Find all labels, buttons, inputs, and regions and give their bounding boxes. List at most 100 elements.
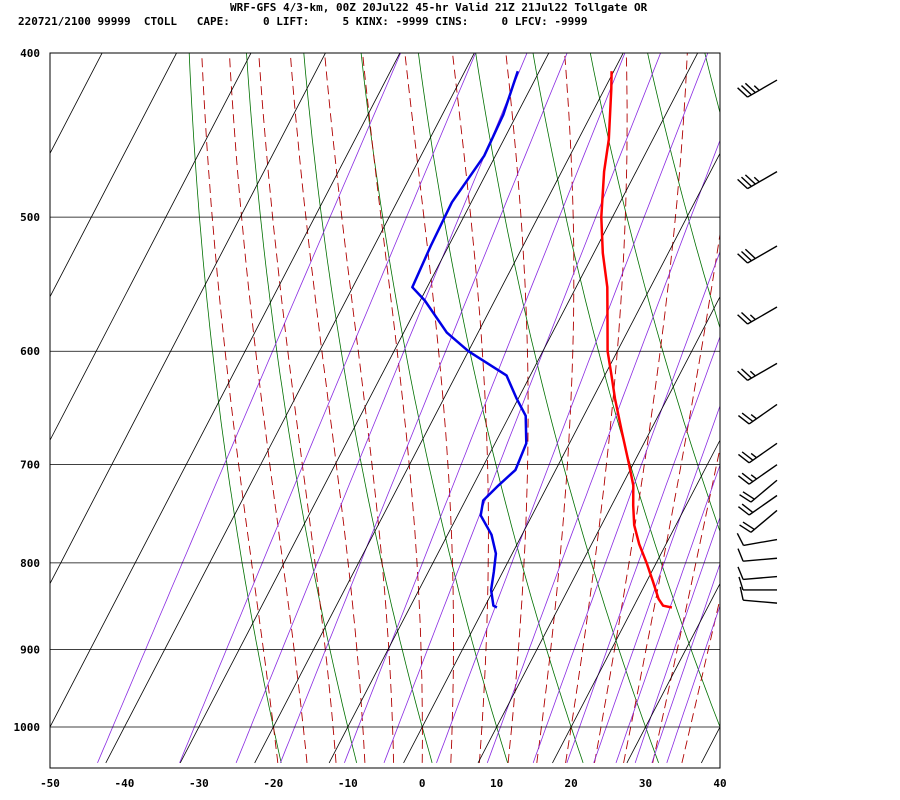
barb-feather <box>741 250 752 262</box>
pressure-tick-label: 400 <box>20 47 40 60</box>
isotherm-line <box>179 53 550 764</box>
barb-staff <box>747 245 778 264</box>
barb-feather <box>741 412 754 422</box>
temperature-tick-label: 0 <box>419 777 426 790</box>
barb-feather <box>741 85 752 96</box>
mixing-ratio-line <box>235 53 528 764</box>
pressure-tick-label: 700 <box>20 459 40 472</box>
barb-half-feather <box>749 370 756 377</box>
pressure-tick-label: 900 <box>20 643 40 656</box>
stats-line: 220721/2100 99999 CTOLL CAPE: 0 LIFT: 5 … <box>18 15 588 28</box>
pressure-tick-label: 600 <box>20 345 40 358</box>
wind-barbs <box>736 79 778 604</box>
moist-adiabat <box>652 446 720 763</box>
barb-half-feather <box>750 414 757 420</box>
background-lines <box>97 15 900 764</box>
temperature-trace <box>600 71 673 609</box>
dry-adiabat <box>704 53 720 115</box>
barb-half-feather <box>750 452 757 459</box>
mixing-ratio-line <box>486 139 720 764</box>
moist-adiabat <box>324 53 395 763</box>
barb-staff <box>750 509 778 533</box>
isotherm-line <box>50 53 401 728</box>
dry-adiabat <box>589 53 720 533</box>
dry-adiabat <box>647 53 720 330</box>
chart-title: WRF-GFS 4/3-km, 00Z 20Jul22 45-hr Valid … <box>230 1 648 14</box>
temperature-tick-label: -20 <box>263 777 283 790</box>
barb-feather <box>739 524 752 533</box>
barb-feather <box>741 312 752 323</box>
dry-adiabat <box>246 53 357 763</box>
temperature-tick-label: 40 <box>713 777 726 790</box>
mixing-ratio-line <box>179 53 477 764</box>
moist-adiabat <box>565 53 628 763</box>
barb-feather <box>744 248 756 260</box>
wind-barb <box>737 442 778 464</box>
barb-staff <box>748 403 778 425</box>
wind-barb <box>737 566 778 581</box>
wind-barb <box>737 306 778 325</box>
moist-adiabat <box>362 53 423 763</box>
isotherm-line <box>105 53 475 764</box>
dry-adiabat <box>532 53 720 729</box>
dry-adiabat <box>865 15 900 763</box>
temperature-tick-label: 20 <box>564 777 577 790</box>
dry-adiabat <box>417 53 584 764</box>
barb-feather <box>741 368 752 379</box>
isotherm-line <box>50 53 178 298</box>
moist-adiabat <box>681 597 720 764</box>
wind-barb <box>739 586 778 604</box>
pressure-tick-labels: 400 500 600 700 800 900 1000 <box>14 47 41 734</box>
barb-half-feather <box>750 474 757 480</box>
barb-half-feather <box>753 176 760 183</box>
pressure-tick-label: 1000 <box>14 721 41 734</box>
mixing-ratio-line <box>436 53 709 764</box>
temperature-tick-label: -40 <box>115 777 135 790</box>
wind-barb <box>738 576 777 591</box>
mixing-ratio-line <box>651 562 720 764</box>
barb-feather <box>736 532 745 546</box>
barb-staff <box>743 599 778 604</box>
barb-feather <box>737 415 750 425</box>
dry-adiabat <box>303 53 433 764</box>
temperature-tick-label: -10 <box>338 777 358 790</box>
plot-frame <box>49 52 721 769</box>
temperature-tick-labels: -50 -40 -30 -20 -10 0 10 20 30 40 <box>40 777 727 790</box>
temperature-tick-label: -30 <box>189 777 209 790</box>
isotherm-line <box>50 53 326 585</box>
moist-adiabat <box>201 53 279 763</box>
dewpoint-trace <box>411 70 528 609</box>
moist-adiabat <box>452 53 489 763</box>
isotherm-line <box>776 15 900 763</box>
dry-adiabat <box>475 53 659 764</box>
barb-feather <box>744 82 756 94</box>
mixing-ratio-line <box>634 516 720 764</box>
wind-barb <box>737 362 778 382</box>
wind-barb <box>737 464 778 485</box>
mixing-ratio-line <box>666 604 720 764</box>
barb-staff <box>743 538 778 547</box>
barb-staff <box>748 494 778 516</box>
isotherm-line <box>552 439 720 764</box>
moist-adiabat <box>536 53 575 763</box>
moist-adiabat <box>623 231 720 763</box>
temperature-tick-label: 30 <box>639 777 652 790</box>
moist-adiabat <box>289 53 366 763</box>
barb-staff <box>747 306 778 325</box>
barb-staff <box>743 575 778 581</box>
barb-feather <box>737 314 749 325</box>
barb-staff <box>748 442 778 464</box>
barb-staff <box>747 362 778 382</box>
moist-adiabat <box>258 53 337 763</box>
wind-barb <box>737 494 778 516</box>
barb-feather <box>741 176 752 187</box>
barb-feather <box>742 521 755 531</box>
isotherm-line <box>328 53 699 764</box>
barb-staff <box>750 479 778 503</box>
mixing-ratio-line <box>280 53 568 764</box>
pressure-tick-label: 800 <box>20 557 40 570</box>
wind-barb <box>737 171 778 190</box>
isotherm-line <box>50 53 252 442</box>
isotherm-line <box>50 53 103 155</box>
